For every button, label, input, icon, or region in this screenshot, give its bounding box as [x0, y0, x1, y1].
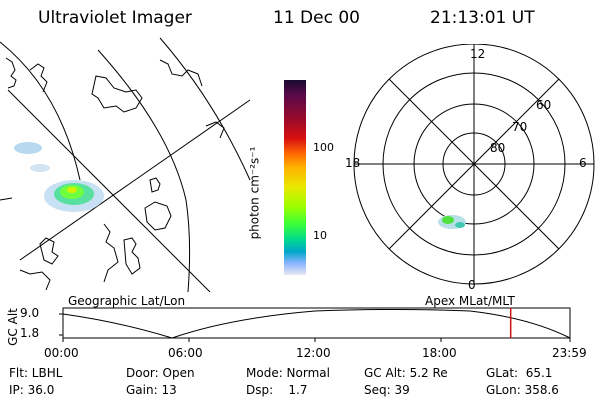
coastline [144, 201, 172, 231]
colorbar-tick-100: 100 [313, 141, 334, 154]
altitude-tick-high: 9.0 [20, 306, 40, 320]
altitude-plot-frame [62, 307, 571, 339]
altitude-tick-low: 1.8 [20, 326, 40, 340]
glon-value: GLon: 358.6 [486, 383, 559, 397]
x-tick-1200: 12:00 [296, 346, 331, 360]
map-caption: Geographic Lat/Lon [68, 294, 186, 308]
coastline [19, 269, 51, 291]
altitude-plot [59, 307, 571, 342]
polar-mlt-plot [353, 44, 595, 285]
coastline [39, 237, 59, 265]
mlt-label-6: 6 [579, 156, 587, 170]
lat-label-60: 60 [536, 98, 552, 112]
dsp-value: Dsp: 1.7 [246, 383, 308, 397]
geographic-map [0, 37, 251, 292]
mlt-label-18: 18 [345, 156, 361, 170]
coastline [123, 237, 141, 275]
seq-value: Seq: 39 [364, 383, 410, 397]
coastline [91, 75, 143, 113]
instrument-title: Ultraviolet Imager [38, 8, 192, 28]
colorbar-gradient [284, 80, 306, 275]
coastline [149, 177, 161, 193]
coastline [5, 57, 17, 89]
polar-caption: Apex MLat/MLT [425, 294, 515, 308]
time-label: 21:13:01 UT [430, 8, 535, 28]
gc-alt-value: GC Alt: 5.2 Re [364, 366, 448, 380]
filter-value: Flt: LBHL [9, 366, 63, 380]
date-label: 11 Dec 00 [273, 8, 360, 28]
colorbar [284, 80, 306, 275]
map-lat-arc [159, 37, 251, 181]
mlt-label-0: 0 [468, 278, 476, 292]
coastline [29, 63, 48, 93]
aurora-emission [14, 142, 104, 212]
map-lat-arc [97, 49, 191, 292]
altitude-curve [62, 309, 571, 339]
coastline [103, 223, 119, 283]
ip-value: IP: 36.0 [9, 383, 55, 397]
map-lat-arc [0, 41, 81, 181]
x-tick-2359: 23:59 [552, 346, 587, 360]
map-meridian [7, 89, 211, 292]
map-meridian [0, 197, 13, 201]
x-tick-1800: 18:00 [422, 346, 457, 360]
lat-label-70: 70 [512, 120, 528, 134]
x-tick-0000: 00:00 [44, 346, 79, 360]
door-value: Door: Open [126, 366, 195, 380]
gain-value: Gain: 13 [126, 383, 177, 397]
mlt-label-12: 12 [470, 47, 486, 61]
colorbar-tick-10: 10 [313, 229, 327, 242]
colorbar-unit-label: photon cm⁻²s⁻¹ [247, 146, 262, 240]
polar-aurora-emission [438, 215, 466, 229]
x-tick-0600: 06:00 [168, 346, 203, 360]
mode-value: Mode: Normal [246, 366, 330, 380]
coastline [159, 59, 203, 87]
polar-diagonal [388, 78, 560, 250]
lat-label-80: 80 [490, 141, 506, 155]
coastline [205, 121, 225, 139]
map-meridian [19, 99, 251, 261]
glat-value: GLat: 65.1 [486, 366, 553, 380]
